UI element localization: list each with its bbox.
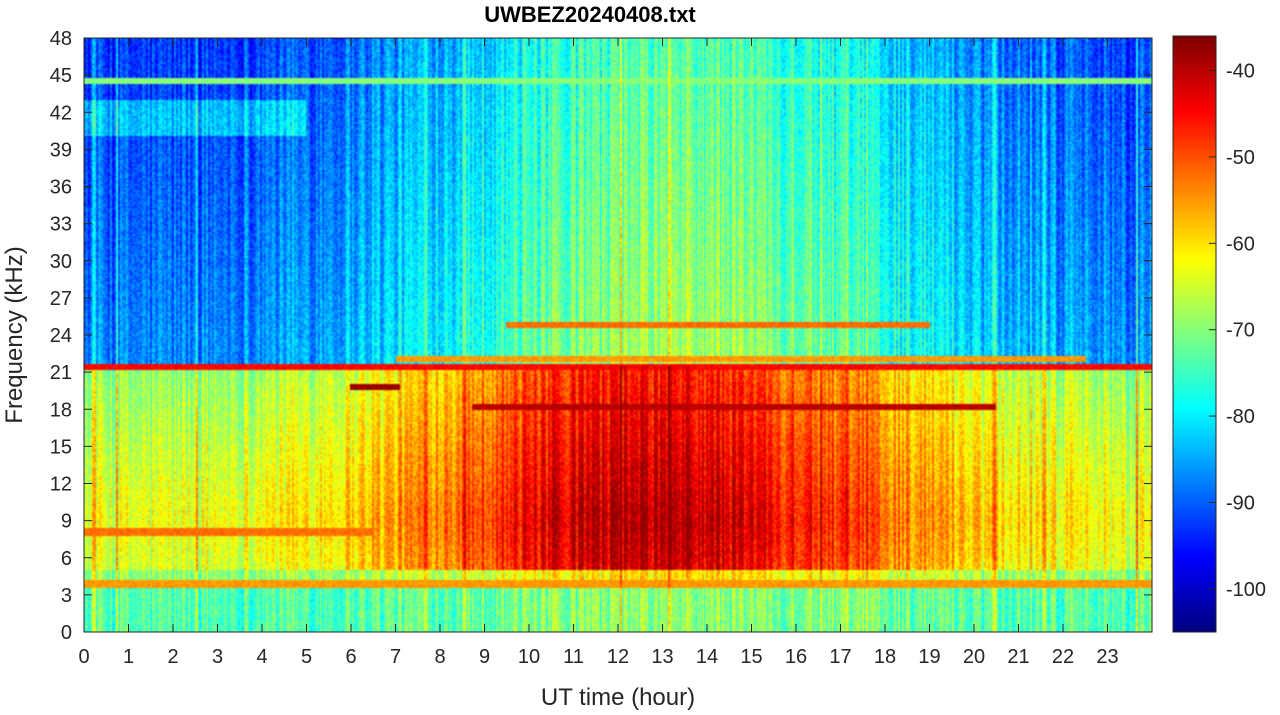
x-tick-label: 7 [390, 646, 401, 668]
colorbar-frame [1172, 35, 1217, 633]
x-axis-ticks: 0 1 2 3 4 5 6 7 8 9 10 11 12 13 14 15 16 17 18 19 20 21 22 23 [78, 38, 1119, 668]
x-tick-label: 6 [345, 646, 356, 668]
y-tick-label: 36 [50, 177, 72, 199]
x-tick-label: 18 [874, 646, 896, 668]
y-tick-label: 6 [61, 548, 72, 570]
x-tick-label: 15 [740, 646, 762, 668]
y-tick-label: 48 [50, 28, 72, 50]
y-tick-label: 12 [50, 474, 72, 496]
y-tick-label: 39 [50, 139, 72, 161]
x-tick-label: 5 [301, 646, 312, 668]
y-tick-label: 21 [50, 362, 72, 384]
x-tick-label: 0 [78, 646, 89, 668]
spectrogram-image [84, 38, 1152, 632]
x-tick-label: 22 [1052, 646, 1074, 668]
y-tick-label: 3 [61, 585, 72, 607]
y-tick-label: 30 [50, 251, 72, 273]
y-axis-label: Frequency (kHz) [1, 246, 28, 423]
x-tick-label: 16 [785, 646, 807, 668]
y-tick-label: 18 [50, 399, 72, 421]
x-tick-label: 9 [479, 646, 490, 668]
colorbar-tick-label: -50 [1226, 147, 1255, 169]
y-tick-label: 45 [50, 65, 72, 87]
x-tick-label: 11 [563, 646, 584, 668]
x-tick-label: 14 [696, 646, 718, 668]
colorbar-tick-label: -100 [1226, 579, 1266, 601]
colorbar-tick-label: -80 [1226, 406, 1255, 428]
x-tick-label: 23 [1096, 646, 1118, 668]
colorbar-tick-label: -60 [1226, 233, 1255, 255]
colorbar-tick-label: -40 [1226, 61, 1255, 83]
x-tick-label: 21 [1007, 646, 1029, 668]
x-tick-label: 13 [651, 646, 673, 668]
x-tick-label: 10 [518, 646, 540, 668]
x-axis-label: UT time (hour) [541, 684, 695, 711]
x-tick-label: 12 [607, 646, 629, 668]
x-tick-label: 4 [256, 646, 267, 668]
y-tick-label: 0 [61, 622, 72, 644]
chart-title: UWBEZ20240408.txt [484, 2, 696, 27]
x-tick-label: 8 [434, 646, 445, 668]
x-tick-label: 1 [123, 646, 134, 668]
y-tick-label: 9 [61, 511, 72, 533]
x-tick-label: 20 [963, 646, 985, 668]
y-tick-label: 24 [50, 325, 72, 347]
colorbar-ticks: -40 -50 -60 -70 -80 -90 -100 [1209, 61, 1266, 601]
x-tick-label: 19 [918, 646, 940, 668]
y-tick-label: 27 [50, 288, 72, 310]
x-tick-label: 17 [829, 646, 851, 668]
colorbar-gradient [1173, 36, 1216, 632]
y-tick-label: 33 [50, 214, 72, 236]
colorbar-tick-label: -90 [1226, 492, 1255, 514]
spectrogram-plot-area [83, 37, 1153, 633]
colorbar-tick-label: -70 [1226, 320, 1255, 342]
x-tick-label: 2 [167, 646, 178, 668]
x-tick-label: 3 [212, 646, 223, 668]
colorbar: -40 -50 -60 -70 -80 -90 -100 [1172, 35, 1266, 633]
y-tick-label: 42 [50, 102, 72, 124]
y-tick-label: 15 [50, 436, 72, 458]
